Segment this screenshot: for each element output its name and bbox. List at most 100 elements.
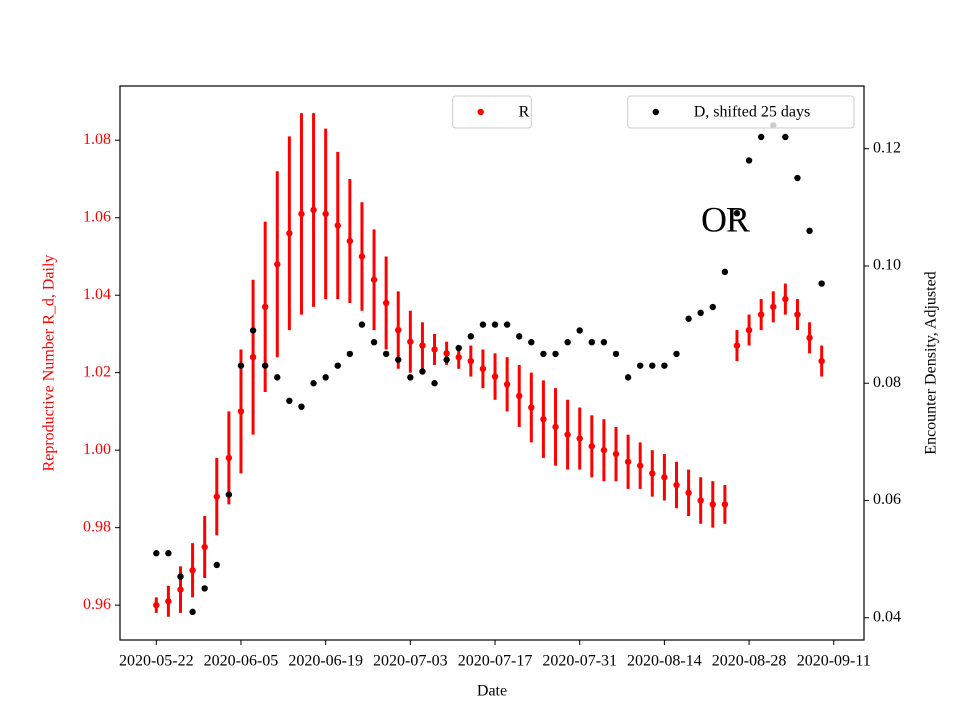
data-point bbox=[419, 368, 426, 375]
data-point bbox=[612, 350, 620, 358]
data-point bbox=[274, 261, 281, 268]
x-tick-label: 2020-05-22 bbox=[119, 653, 194, 670]
data-point bbox=[382, 350, 390, 358]
legend-marker bbox=[477, 108, 484, 116]
x-tick-label: 2020-07-17 bbox=[458, 653, 533, 670]
data-point bbox=[467, 357, 475, 365]
data-point bbox=[491, 321, 499, 328]
data-point bbox=[479, 321, 487, 328]
data-point bbox=[165, 550, 172, 557]
data-point bbox=[503, 321, 511, 328]
data-point bbox=[153, 550, 160, 557]
data-point bbox=[455, 344, 462, 352]
data-point bbox=[745, 157, 753, 164]
data-point bbox=[443, 356, 450, 363]
data-point bbox=[298, 210, 305, 218]
legend-label: R bbox=[519, 104, 530, 121]
y-tick-label: 1.02 bbox=[83, 363, 111, 380]
data-point bbox=[213, 561, 220, 569]
x-tick-label: 2020-07-31 bbox=[542, 653, 617, 670]
data-point bbox=[395, 326, 402, 334]
data-point bbox=[346, 237, 354, 245]
data-point bbox=[346, 350, 354, 358]
y2-tick-label: 0.12 bbox=[873, 139, 901, 156]
legend-box bbox=[627, 95, 855, 129]
data-point bbox=[588, 338, 596, 346]
data-point bbox=[382, 299, 390, 307]
data-point bbox=[407, 374, 414, 381]
data-point bbox=[467, 333, 475, 340]
data-point bbox=[564, 431, 571, 438]
data-point bbox=[419, 342, 426, 349]
x-axis-label: Date bbox=[477, 683, 507, 700]
data-point bbox=[225, 491, 233, 498]
y-axis-label: Reproductive Number R_d, Daily bbox=[41, 255, 58, 472]
data-point bbox=[709, 501, 716, 508]
data-point bbox=[588, 443, 596, 450]
legend-box bbox=[452, 95, 532, 129]
data-point bbox=[479, 365, 487, 373]
data-point bbox=[503, 381, 511, 388]
y-tick-label: 1.00 bbox=[83, 441, 111, 458]
data-point bbox=[370, 276, 378, 283]
y-tick-label: 1.08 bbox=[83, 131, 111, 148]
data-point bbox=[225, 454, 233, 462]
y-tick-label: 0.98 bbox=[83, 518, 111, 535]
data-point bbox=[685, 315, 692, 322]
y2-tick-label: 0.04 bbox=[873, 608, 901, 625]
data-point bbox=[177, 573, 184, 580]
data-point bbox=[516, 392, 523, 400]
data-point bbox=[286, 397, 293, 405]
data-point bbox=[806, 334, 813, 342]
y-tick-label: 0.96 bbox=[83, 596, 111, 613]
data-point bbox=[685, 489, 692, 496]
data-point bbox=[770, 303, 777, 311]
data-point bbox=[407, 338, 414, 345]
data-point bbox=[661, 362, 668, 369]
data-point bbox=[673, 350, 680, 358]
data-point bbox=[576, 327, 583, 334]
data-point bbox=[334, 362, 341, 369]
x-tick-label: 2020-08-28 bbox=[712, 653, 787, 670]
data-point bbox=[165, 598, 172, 605]
data-point bbox=[431, 346, 438, 353]
data-point bbox=[528, 404, 535, 411]
data-point bbox=[757, 311, 765, 318]
data-point bbox=[612, 450, 620, 458]
data-point bbox=[709, 303, 716, 311]
data-point bbox=[782, 133, 789, 141]
data-point bbox=[431, 380, 438, 387]
data-point bbox=[782, 295, 789, 303]
data-point bbox=[733, 342, 741, 349]
data-point bbox=[370, 338, 378, 346]
data-point bbox=[310, 206, 317, 214]
data-point bbox=[794, 174, 801, 182]
data-point bbox=[237, 362, 245, 369]
data-point bbox=[757, 133, 765, 141]
y2-axis-label: Encounter Density, Adjusted bbox=[923, 271, 940, 454]
data-point bbox=[733, 210, 741, 217]
data-point bbox=[213, 493, 220, 500]
data-point bbox=[358, 253, 366, 260]
data-point bbox=[201, 585, 208, 592]
data-point bbox=[528, 338, 535, 346]
data-point bbox=[745, 326, 753, 334]
data-point bbox=[153, 601, 160, 609]
data-point bbox=[177, 586, 184, 593]
y2-tick-label: 0.06 bbox=[873, 491, 901, 508]
data-point bbox=[576, 435, 583, 442]
data-point bbox=[697, 309, 704, 317]
data-point bbox=[806, 227, 813, 235]
plot-frame bbox=[119, 85, 865, 641]
annotation: R bbox=[726, 199, 750, 239]
data-point bbox=[322, 210, 329, 218]
y-tick-label: 1.04 bbox=[83, 286, 111, 303]
data-point bbox=[274, 374, 281, 381]
data-point bbox=[261, 303, 269, 311]
legend-marker bbox=[652, 108, 659, 116]
data-point bbox=[818, 357, 825, 365]
data-point bbox=[721, 268, 729, 276]
data-point bbox=[721, 501, 729, 508]
data-point bbox=[552, 423, 559, 431]
data-point bbox=[564, 338, 571, 346]
